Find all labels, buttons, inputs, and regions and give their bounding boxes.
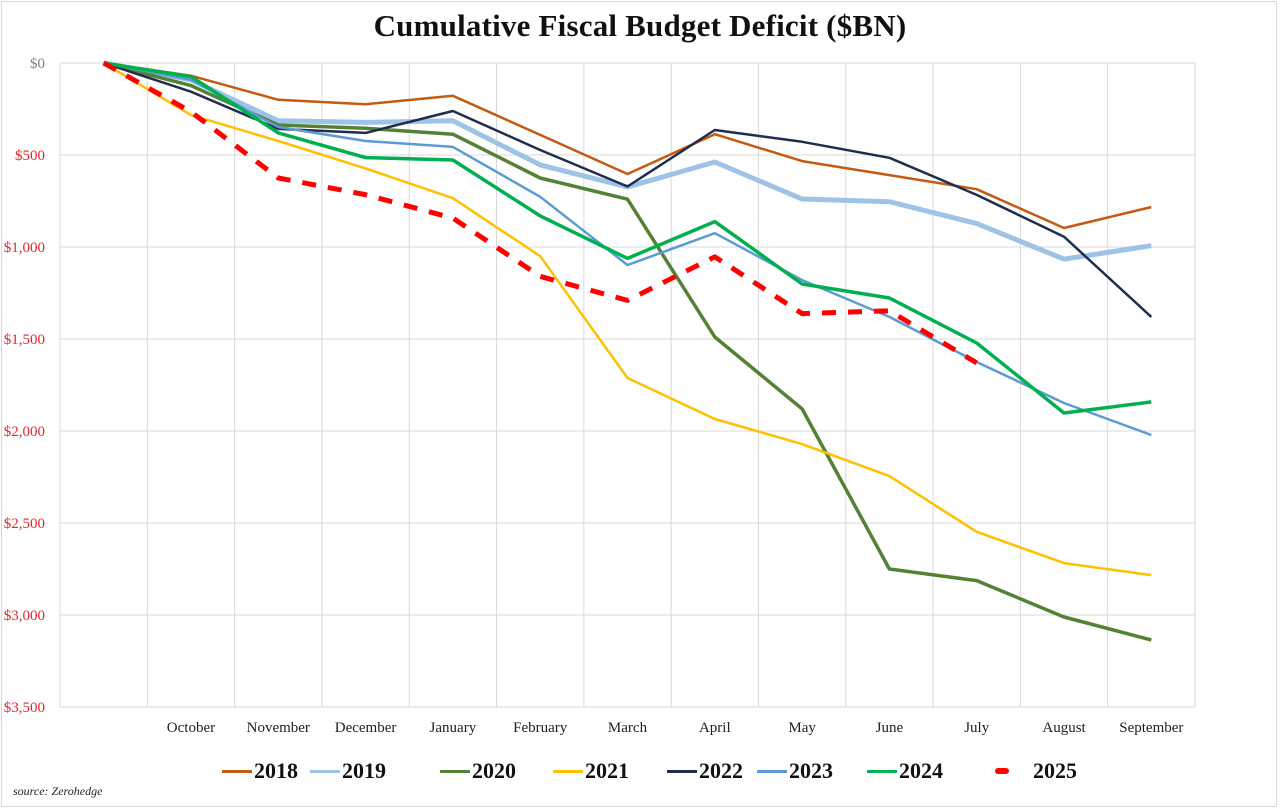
legend-item-2018: 2018 bbox=[222, 756, 298, 786]
legend-label: 2023 bbox=[789, 758, 833, 783]
chart-title: Cumulative Fiscal Budget Deficit ($BN) bbox=[373, 8, 907, 43]
legend-label: 2018 bbox=[254, 758, 298, 783]
series-line-2024 bbox=[103, 61, 1152, 415]
series-line-2022 bbox=[103, 61, 1153, 318]
legend-label: 2025 bbox=[1033, 758, 1077, 783]
y-tick-label: $0 bbox=[30, 56, 45, 72]
series-line-2018 bbox=[103, 61, 1152, 230]
x-tick-label: November bbox=[247, 720, 310, 736]
legend-item-2024: 2024 bbox=[867, 756, 943, 786]
legend-label: 2019 bbox=[342, 758, 386, 783]
y-tick-label: $3,500 bbox=[4, 700, 45, 716]
x-tick-label: June bbox=[876, 720, 904, 736]
x-tick-label: April bbox=[699, 720, 731, 736]
legend-label: 2022 bbox=[699, 758, 743, 783]
legend-swatch bbox=[995, 768, 1009, 774]
legend-item-2021: 2021 bbox=[553, 756, 629, 786]
y-tick-label: $2,500 bbox=[4, 516, 45, 532]
legend-swatch bbox=[757, 769, 787, 773]
y-tick-label: $2,000 bbox=[4, 424, 45, 440]
legend-item-2022: 2022 bbox=[667, 756, 743, 786]
legend-label: 2024 bbox=[899, 758, 943, 783]
legend-swatch bbox=[667, 769, 697, 773]
x-tick-label: September bbox=[1119, 720, 1183, 736]
x-tick-label: January bbox=[430, 720, 477, 736]
legend-swatch bbox=[440, 769, 470, 773]
legend-swatch bbox=[222, 769, 252, 773]
y-tick-label: $1,000 bbox=[4, 240, 45, 256]
legend-item-2025: 2025 bbox=[987, 756, 1077, 786]
legend-label: 2020 bbox=[472, 758, 516, 783]
x-tick-label: February bbox=[513, 720, 568, 736]
source-note: source: Zerohedge bbox=[13, 784, 103, 798]
y-axis-ticks: $0 $500 $1,000 $1,500 $2,000 $2,500 $3,000 $3,5… bbox=[4, 56, 45, 716]
legend-swatch bbox=[310, 769, 340, 773]
x-tick-label: December bbox=[335, 720, 397, 736]
legend-swatch bbox=[553, 769, 583, 773]
x-axis-ticks: October November December January February Ma… bbox=[167, 720, 1184, 736]
legend-label: 2021 bbox=[585, 758, 629, 783]
y-tick-label: $1,500 bbox=[4, 332, 45, 348]
legend: 2018 2019 2020 2021 2022 2023 2024 2025 bbox=[0, 756, 1280, 786]
series-line-2025 bbox=[102, 60, 978, 366]
x-tick-label: March bbox=[608, 720, 648, 736]
series-line-2019 bbox=[103, 60, 1152, 262]
x-tick-label: October bbox=[167, 720, 215, 736]
y-tick-label: $3,000 bbox=[4, 608, 45, 624]
x-tick-label: August bbox=[1042, 720, 1086, 736]
series-lines bbox=[102, 60, 1153, 642]
legend-item-2019: 2019 bbox=[310, 756, 386, 786]
series-line-2020 bbox=[103, 61, 1152, 642]
x-tick-label: May bbox=[788, 720, 816, 736]
x-tick-label: July bbox=[964, 720, 990, 736]
legend-item-2020: 2020 bbox=[440, 756, 516, 786]
legend-swatch bbox=[867, 769, 897, 773]
series-line-2021 bbox=[103, 61, 1152, 577]
legend-item-2023: 2023 bbox=[757, 756, 833, 786]
gridlines bbox=[59, 62, 1196, 708]
y-tick-label: $500 bbox=[15, 148, 45, 164]
